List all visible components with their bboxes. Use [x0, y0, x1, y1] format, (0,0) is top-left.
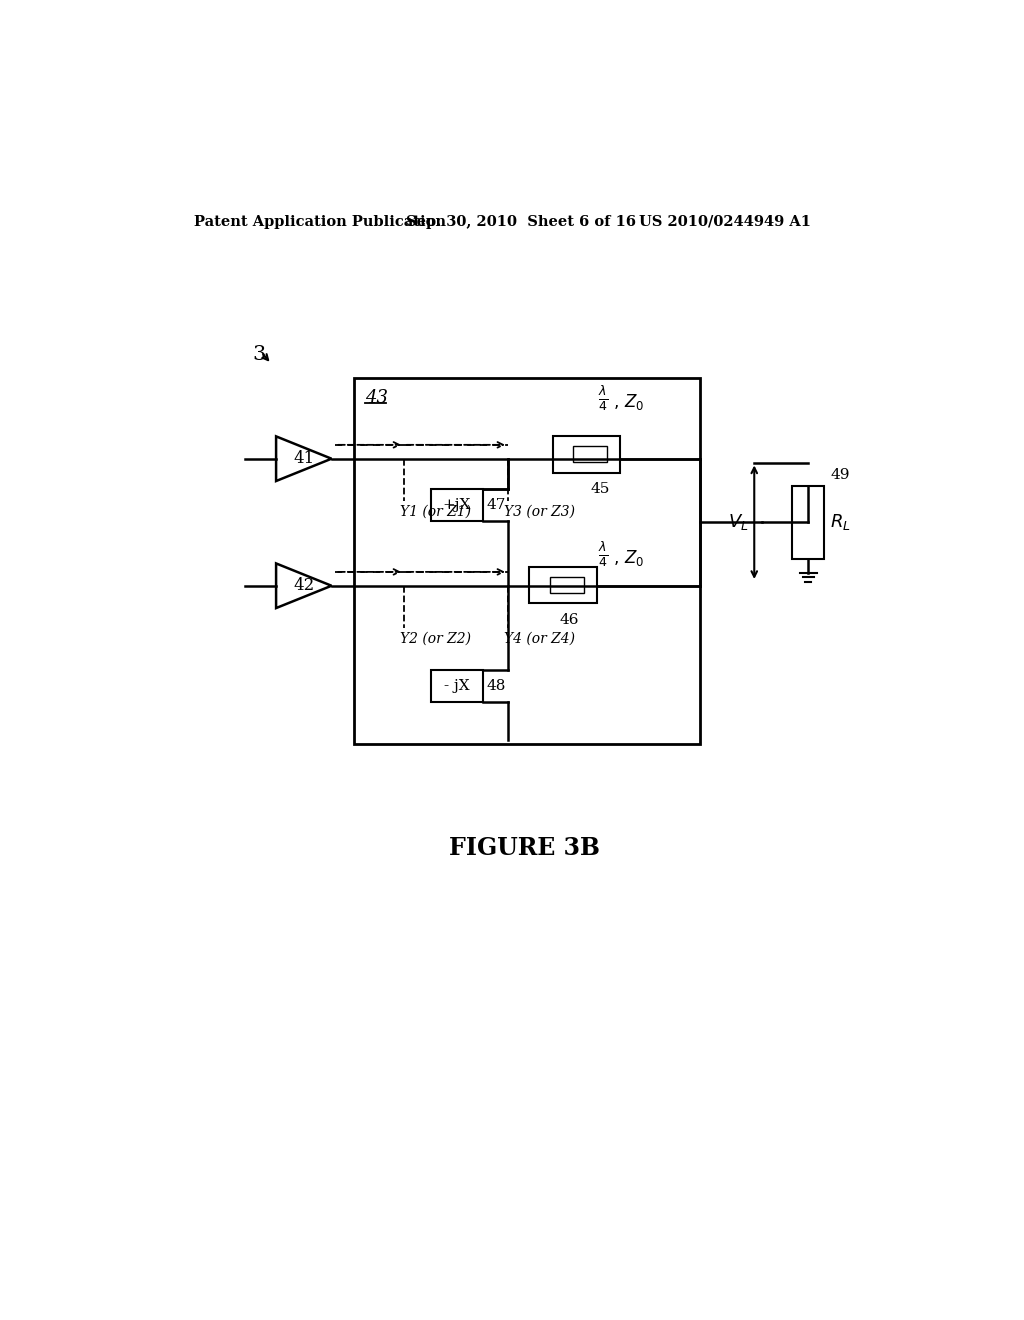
- Text: 45: 45: [590, 482, 609, 496]
- Text: FIGURE 3B: FIGURE 3B: [450, 836, 600, 861]
- Bar: [431, 488, 483, 521]
- Bar: [572, 446, 607, 462]
- Text: +jX: +jX: [442, 498, 471, 512]
- Text: 43: 43: [366, 389, 388, 408]
- Bar: [553, 436, 621, 473]
- Text: $V_L$: $V_L$: [727, 512, 749, 532]
- Text: 46: 46: [559, 612, 579, 627]
- Bar: [354, 378, 700, 743]
- Text: 49: 49: [830, 467, 850, 482]
- Text: Y3 (or Z3): Y3 (or Z3): [504, 506, 575, 519]
- Text: $,\, Z_0$: $,\, Z_0$: [613, 548, 644, 568]
- Text: 47: 47: [486, 498, 506, 512]
- Text: 42: 42: [293, 577, 314, 594]
- Text: US 2010/0244949 A1: US 2010/0244949 A1: [639, 215, 811, 228]
- Text: $,\, Z_0$: $,\, Z_0$: [613, 392, 644, 412]
- Bar: [550, 577, 584, 593]
- Polygon shape: [276, 564, 332, 609]
- Bar: [792, 486, 824, 558]
- Text: 3: 3: [252, 345, 265, 364]
- Text: Y4 (or Z4): Y4 (or Z4): [504, 632, 575, 645]
- Text: $\frac{\lambda}{4}$: $\frac{\lambda}{4}$: [598, 384, 608, 413]
- Text: $R_L$: $R_L$: [830, 512, 851, 532]
- Text: 48: 48: [486, 678, 506, 693]
- Polygon shape: [276, 437, 332, 480]
- Bar: [529, 566, 597, 603]
- Bar: [431, 669, 483, 702]
- Text: $\frac{\lambda}{4}$: $\frac{\lambda}{4}$: [598, 540, 608, 569]
- Text: Y2 (or Z2): Y2 (or Z2): [400, 632, 471, 645]
- Text: Y1 (or Z1): Y1 (or Z1): [400, 506, 471, 519]
- Text: - jX: - jX: [444, 678, 470, 693]
- Text: Sep. 30, 2010  Sheet 6 of 16: Sep. 30, 2010 Sheet 6 of 16: [407, 215, 636, 228]
- Text: 41: 41: [293, 450, 314, 467]
- Text: Patent Application Publication: Patent Application Publication: [194, 215, 445, 228]
